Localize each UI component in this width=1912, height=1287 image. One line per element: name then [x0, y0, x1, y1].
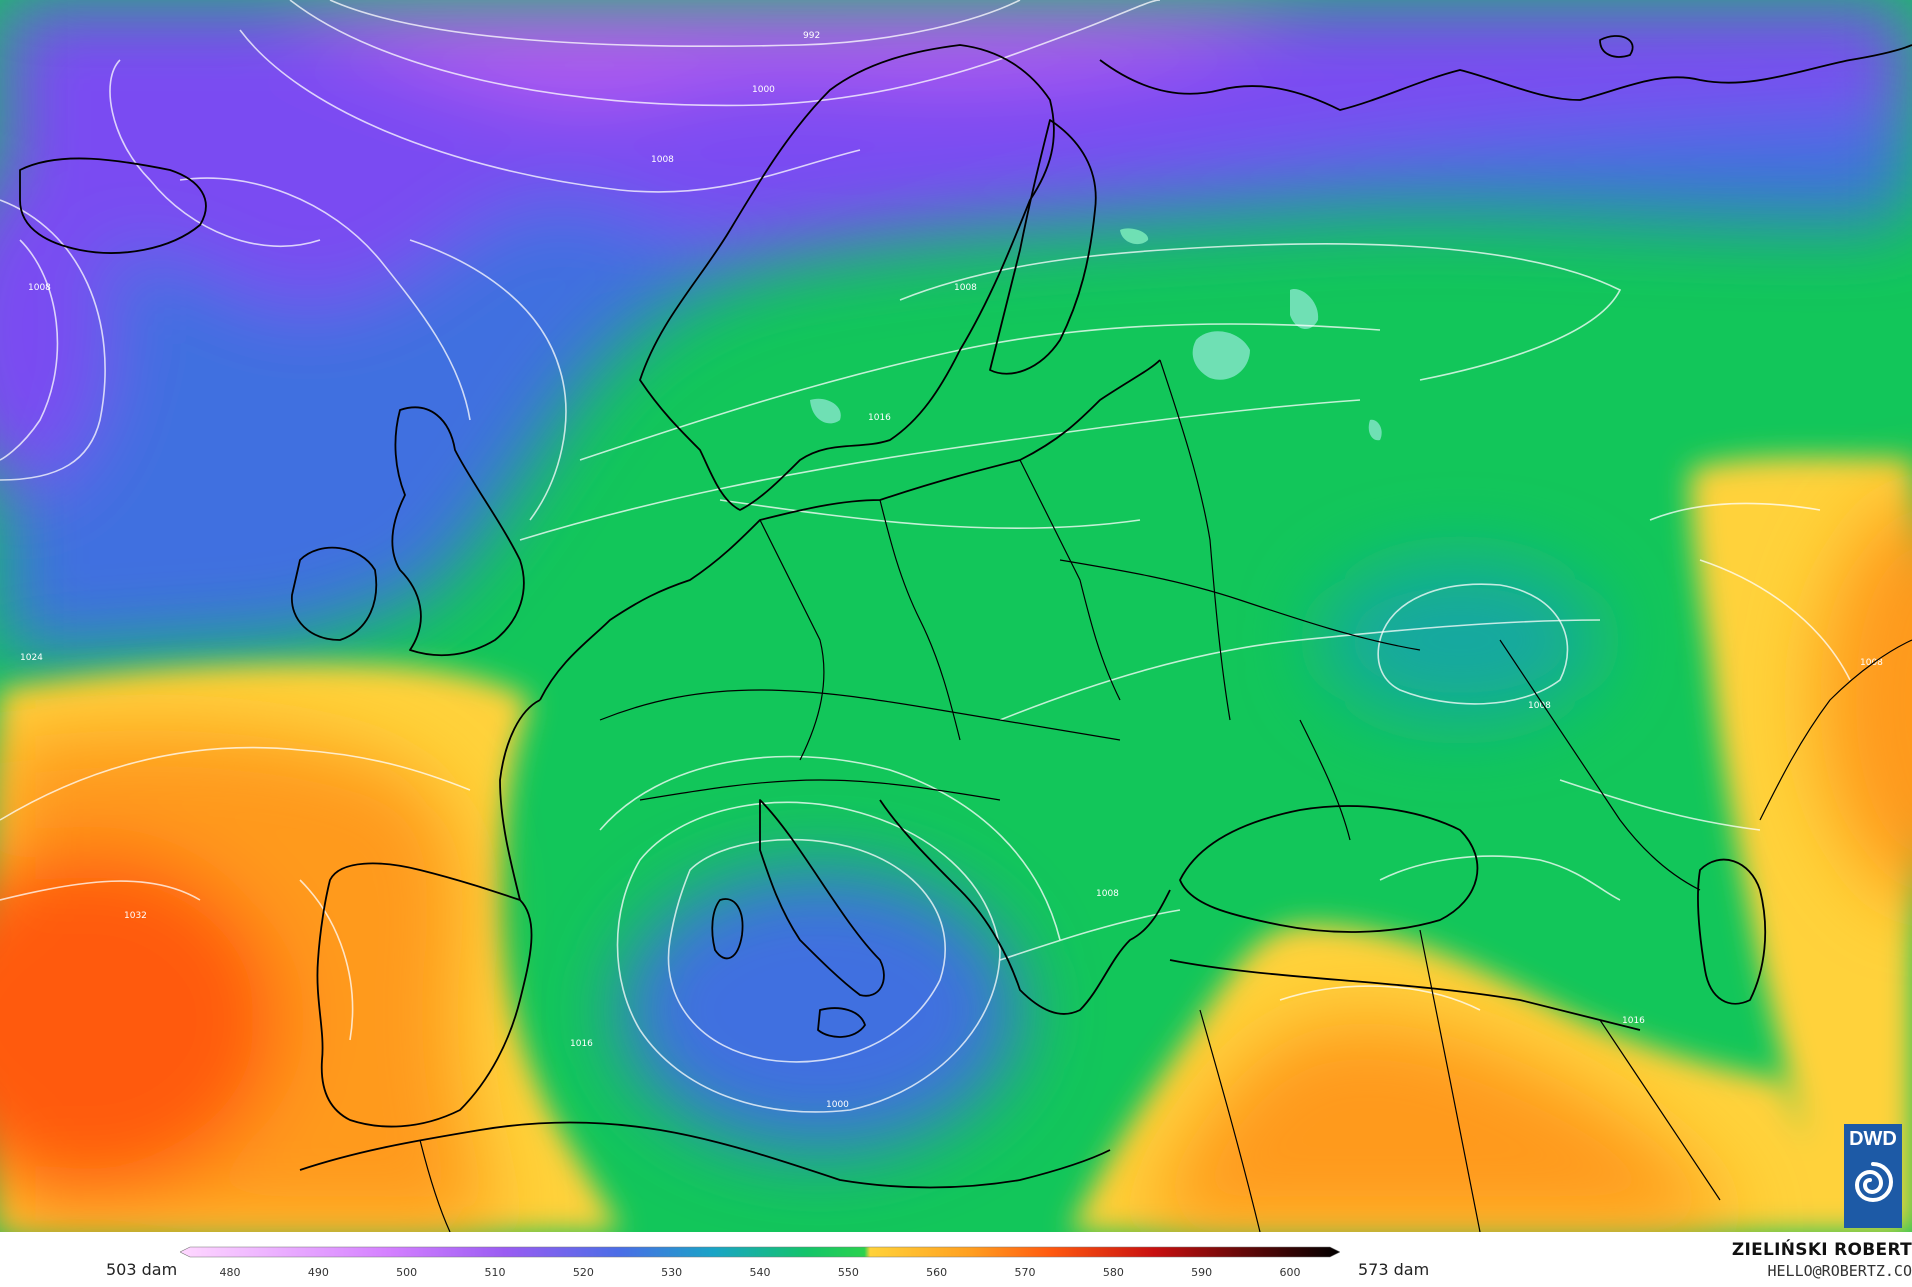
coast-france [499, 699, 541, 901]
coast-finland [989, 119, 1097, 375]
country-borders [419, 359, 1912, 1232]
author-email: HELLO@ROBERTZ.CO [1767, 1262, 1912, 1280]
coast-black-sea [1179, 805, 1479, 933]
isobars [0, 0, 1851, 1113]
color-scale-tick-label: 550 [838, 1266, 859, 1279]
coast-arctic-russia [1099, 44, 1912, 111]
coast-iberia [316, 862, 533, 1128]
isobar-label: 1008 [1528, 701, 1551, 711]
color-scale-tick-label: 530 [661, 1266, 682, 1279]
coast-sardinia [711, 898, 744, 960]
field-red-orange-core-west [0, 850, 280, 1190]
legend-max-label: 573 dam [1358, 1260, 1430, 1279]
lakes [810, 228, 1382, 441]
coastlines [19, 35, 1912, 1189]
color-scale-tick-label: 480 [220, 1266, 241, 1279]
coast-great-britain [391, 406, 525, 657]
color-scale-tick-label: 580 [1103, 1266, 1124, 1279]
color-scale-tick-label: 500 [396, 1266, 417, 1279]
color-scale-bar: 480 490 500 510 520 530 540 550 560 570 580 590 600 [180, 1246, 1340, 1279]
color-scale-tick-label: 590 [1191, 1266, 1212, 1279]
coast-anatolia [1169, 959, 1641, 1031]
isobar-label: 1008 [651, 155, 674, 165]
isobar-label: 1008 [1096, 889, 1119, 899]
isobar-label: 1016 [570, 1039, 593, 1049]
weather-map: 992 1000 1008 1008 1008 1016 1024 1008 1… [0, 0, 1912, 1232]
field-teal-low-russia [1320, 560, 1600, 720]
isobar-label: 1016 [1622, 1016, 1645, 1026]
author-credit: ZIELIŃSKI ROBERT [1731, 1240, 1912, 1260]
isobar-label: 1008 [28, 283, 51, 293]
coast-north-africa [299, 1121, 1111, 1189]
color-scale-tick-label: 570 [1015, 1266, 1036, 1279]
isobar-label: 1024 [20, 653, 43, 663]
dwd-logo-text: DWD [1849, 1128, 1897, 1150]
field-purple-region [280, 0, 1300, 103]
coast-continent-north [539, 359, 1161, 701]
color-scale-tick-label: 510 [485, 1266, 506, 1279]
map-canvas: 992 1000 1008 1008 1008 1016 1024 1008 1… [0, 0, 1912, 1232]
dwd-swirl-icon [1854, 1162, 1894, 1203]
isobar-label: 1008 [954, 283, 977, 293]
legend-min-label: 503 dam [106, 1260, 178, 1279]
isobar-label: 992 [803, 31, 820, 41]
color-scale-tick-label: 490 [308, 1266, 329, 1279]
coast-sicily [817, 1007, 866, 1038]
coast-iceland [19, 157, 207, 254]
dwd-logo: DWD [1844, 1124, 1902, 1228]
color-scale-ticks: 480 490 500 510 520 530 540 550 560 570 580 590 600 [220, 1266, 1301, 1279]
color-scale-gradient [180, 1246, 1340, 1258]
field-orange-region-east [1820, 502, 1912, 898]
isobar-label: 1008 [1860, 658, 1883, 668]
isobar-label: 1016 [868, 413, 891, 423]
color-scale-tick-label: 560 [926, 1266, 947, 1279]
isobar-label: 1032 [124, 911, 147, 921]
coast-novaya-zemlya [1599, 35, 1634, 58]
legend-footer: 503 dam 480 490 500 510 520 530 540 550 560 570 58… [0, 1232, 1912, 1287]
color-scale-tick-label: 540 [750, 1266, 771, 1279]
isobar-labels: 992 1000 1008 1008 1008 1016 1024 1008 1… [20, 31, 1883, 1110]
color-scale-tick-label: 520 [573, 1266, 594, 1279]
coast-italy [759, 799, 885, 997]
coast-caspian [1697, 858, 1767, 1005]
isobar-label: 1000 [752, 85, 775, 95]
field-orange-region-southeast [1140, 1021, 1740, 1232]
isobar-label: 1000 [826, 1100, 849, 1110]
coast-balkans [879, 799, 1171, 1015]
coast-ireland [291, 546, 378, 641]
color-scale-tick-label: 600 [1280, 1266, 1301, 1279]
